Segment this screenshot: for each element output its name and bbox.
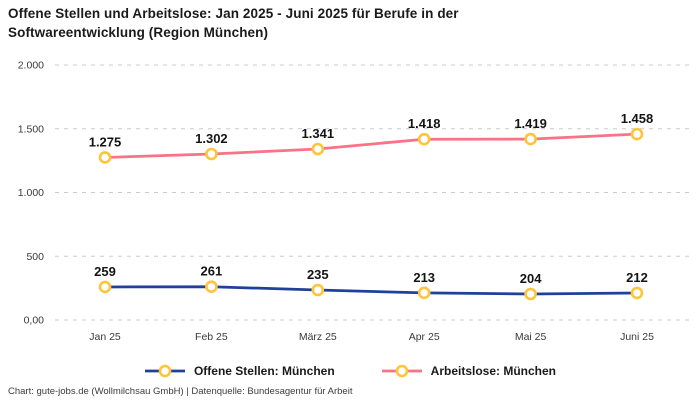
attribution-footer: Chart: gute-jobs.de (Wollmilchsau GmbH) … [8, 386, 353, 397]
data-label: 1.302 [195, 131, 228, 146]
data-label: 204 [520, 271, 542, 286]
legend-swatch-icon [381, 364, 422, 378]
data-label: 1.418 [408, 116, 441, 131]
data-point-marker[interactable] [630, 286, 644, 300]
data-label: 1.419 [514, 116, 547, 131]
x-tick-label: Feb 25 [195, 331, 228, 343]
data-label: 212 [626, 270, 648, 285]
line-chart-plot-area: 0,00 500 1.000 1.500 2.000 Jan 25 Feb 25 März 2… [18, 60, 690, 343]
chart-title: Offene Stellen und Arbeitslose: Jan 2025… [8, 6, 459, 40]
x-tick-label: März 25 [299, 331, 337, 343]
y-tick-label: 2.000 [18, 60, 44, 72]
x-tick-label: Juni 25 [620, 331, 654, 343]
y-tick-label: 1.000 [18, 187, 44, 199]
data-point-marker[interactable] [311, 283, 325, 297]
data-point-marker[interactable] [311, 142, 325, 156]
data-point-marker[interactable] [630, 127, 644, 141]
legend-label: Offene Stellen: München [193, 364, 335, 378]
data-label: 1.458 [621, 111, 654, 126]
data-point-marker[interactable] [524, 287, 537, 301]
data-point-marker[interactable] [98, 280, 112, 294]
data-point-marker[interactable] [417, 286, 431, 300]
x-tick-label: Mai 25 [515, 331, 547, 343]
data-label: 259 [94, 264, 116, 279]
y-tick-label: 500 [26, 251, 44, 263]
series-line [103, 285, 639, 296]
x-tick-label: Apr 25 [409, 331, 440, 343]
series-line [103, 132, 639, 159]
data-point-marker[interactable] [524, 132, 537, 146]
legend-item[interactable]: Arbeitslose: München [381, 364, 556, 378]
data-point-marker[interactable] [98, 151, 112, 164]
legend-label: Arbeitslose: München [430, 364, 557, 378]
data-label: 235 [307, 267, 329, 282]
data-label: 1.275 [89, 134, 122, 149]
data-label: 213 [413, 270, 435, 285]
x-tick-label: Jan 25 [89, 331, 121, 343]
data-point-marker[interactable] [417, 132, 431, 146]
data-point-marker[interactable] [205, 147, 218, 161]
data-label: 1.341 [302, 126, 335, 141]
legend-swatch-icon [144, 364, 185, 378]
data-point-marker[interactable] [205, 280, 218, 294]
legend-item[interactable]: Offene Stellen: München [144, 364, 335, 378]
data-label: 261 [201, 264, 223, 279]
y-tick-label: 1.500 [18, 123, 44, 135]
y-tick-label: 0,00 [24, 315, 45, 327]
legend: Offene Stellen: München Arbeitslose: Münc… [0, 358, 700, 384]
